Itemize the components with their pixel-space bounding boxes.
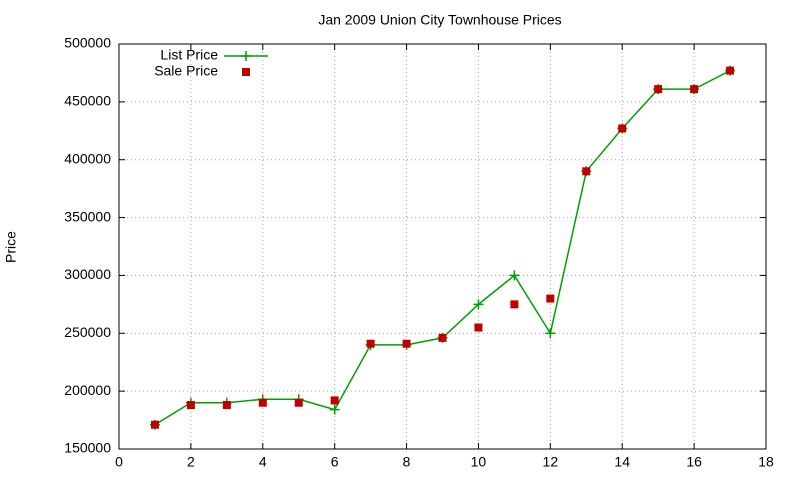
point-square — [294, 398, 303, 407]
point-square — [546, 294, 555, 303]
x-tick-label: 10 — [471, 454, 487, 470]
point-square — [258, 398, 267, 407]
point-square — [654, 85, 663, 94]
point-plus — [545, 328, 556, 339]
plot-border — [118, 43, 767, 450]
point-square — [222, 401, 231, 410]
point-square — [510, 300, 519, 309]
y-tick-label: 400000 — [64, 150, 111, 166]
point-square — [690, 85, 699, 94]
y-tick-label: 500000 — [64, 35, 111, 51]
point-plus — [473, 299, 484, 310]
legend-label: Sale Price — [154, 63, 218, 79]
x-tick-label: 8 — [403, 454, 411, 470]
y-axis-label: Price — [3, 231, 19, 263]
point-square — [474, 323, 483, 332]
point-square — [438, 333, 447, 342]
y-tick-label: 150000 — [64, 440, 111, 456]
x-tick-label: 2 — [187, 454, 195, 470]
point-square — [582, 167, 591, 176]
point-square — [330, 396, 339, 405]
point-square — [618, 124, 627, 133]
x-tick-label: 0 — [115, 454, 123, 470]
point-plus — [329, 404, 340, 415]
y-tick-label: 200000 — [64, 382, 111, 398]
series-line — [154, 69, 731, 426]
x-tick-label: 18 — [758, 454, 774, 470]
point-square — [150, 420, 159, 429]
chart-title: Jan 2009 Union City Townhouse Prices — [318, 12, 561, 28]
y-tick-label: 250000 — [64, 324, 111, 340]
point-square — [366, 339, 375, 348]
y-tick-label: 350000 — [64, 208, 111, 224]
legend-marker — [242, 68, 250, 76]
y-tick-label: 300000 — [64, 266, 111, 282]
x-tick-label: 4 — [259, 454, 267, 470]
x-tick-label: 12 — [543, 454, 559, 470]
y-tick-label: 450000 — [64, 93, 111, 109]
x-tick-label: 16 — [686, 454, 702, 470]
legend-marker — [241, 51, 251, 61]
point-square — [726, 66, 735, 75]
point-square — [402, 339, 411, 348]
x-tick-label: 6 — [331, 454, 339, 470]
point-plus — [509, 270, 520, 281]
x-tick-label: 14 — [614, 454, 630, 470]
point-square — [186, 401, 195, 410]
legend-label: List Price — [160, 47, 218, 63]
